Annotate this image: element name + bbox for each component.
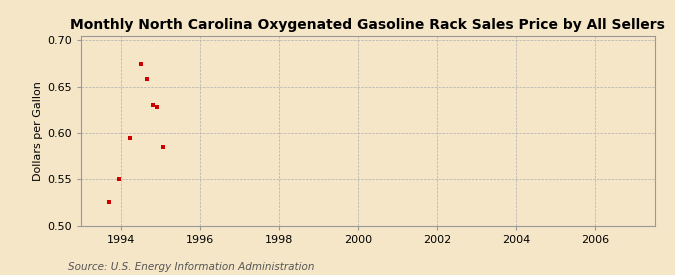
Y-axis label: Dollars per Gallon: Dollars per Gallon <box>33 81 43 181</box>
Text: Source: U.S. Energy Information Administration: Source: U.S. Energy Information Administ… <box>68 262 314 272</box>
Title: Monthly North Carolina Oxygenated Gasoline Rack Sales Price by All Sellers: Monthly North Carolina Oxygenated Gasoli… <box>70 18 666 32</box>
